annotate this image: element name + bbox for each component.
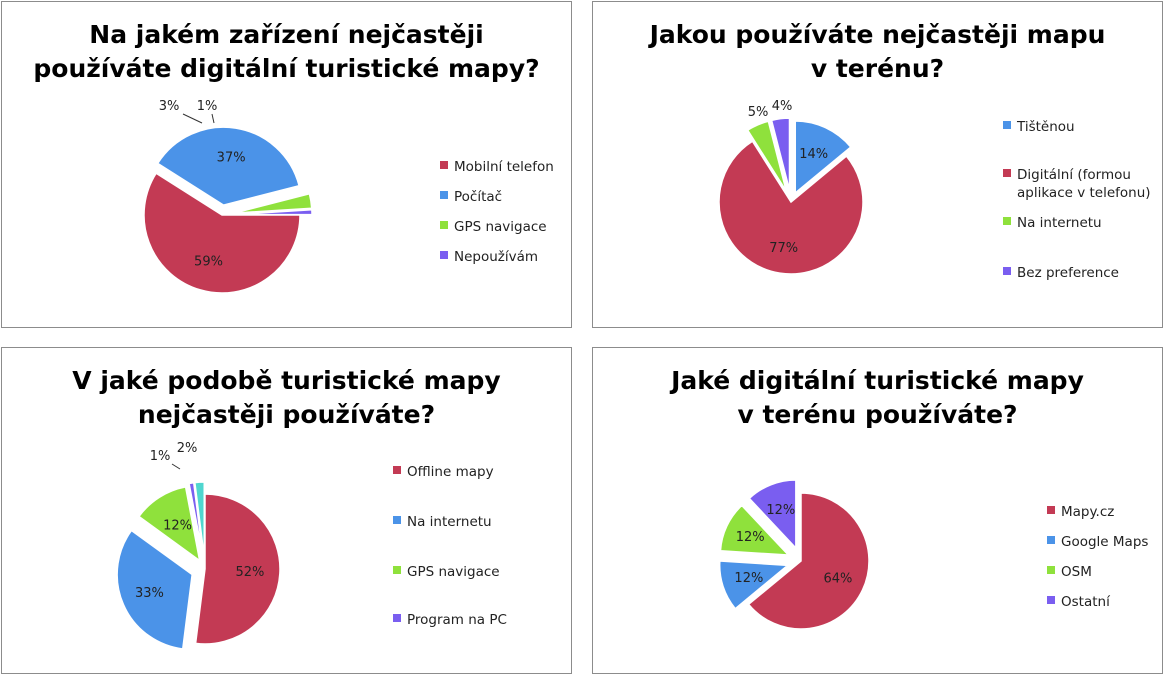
data-label: 12%: [766, 503, 795, 518]
legend-swatch: [1047, 566, 1055, 574]
legend-label-line: aplikace v telefonu): [1017, 185, 1151, 201]
data-label: 12%: [163, 519, 192, 534]
legend-label: Počítač: [454, 189, 503, 205]
legend-swatch: [1047, 536, 1055, 544]
leader-line: [171, 463, 181, 470]
pie-slice-ostatni: [748, 479, 797, 550]
pie-slice-osm: [719, 504, 791, 556]
chart-title-line-2: v terénu používáte?: [737, 400, 1018, 429]
legend-swatch: [393, 466, 401, 474]
pie-chart-form: 52% 33% 12% 1% 2%: [116, 441, 281, 650]
data-label: 14%: [799, 147, 828, 162]
pie-slice-offline-mapy: [194, 493, 281, 645]
legend-swatch: [393, 566, 401, 574]
pie-slice-2: [194, 481, 205, 558]
chart-title: Jaké digitální turistické mapy v terénu …: [593, 364, 1162, 432]
legend-label: Mobilní telefon: [454, 159, 554, 175]
leader-line: [211, 113, 215, 124]
pie-slice-mobilni-telefon: [143, 172, 301, 294]
data-label: 64%: [823, 571, 852, 586]
legend-swatch: [1003, 267, 1011, 275]
legend-swatch: [393, 516, 401, 524]
pie-chart-map-type: 14% 77% 5% 4%: [718, 99, 864, 275]
chart-title: Na jakém zařízení nejčastěji používáte d…: [2, 18, 571, 86]
data-label: 77%: [769, 241, 798, 256]
pie-slice-pocitac: [156, 126, 301, 206]
leader-line: [182, 113, 203, 124]
legend-label: Digitální (formou aplikace v telefonu): [1017, 166, 1151, 202]
legend-label: OSM: [1061, 564, 1092, 580]
legend-swatch: [440, 191, 448, 199]
legend-label: Bez preference: [1017, 265, 1119, 281]
legend-swatch: [440, 161, 448, 169]
chart-title-line-1: V jaké podobě turistické mapy: [72, 366, 501, 395]
chart-title-line-1: Na jakém zařízení nejčastěji: [89, 20, 484, 49]
pie-slice-nepouzivam: [233, 208, 313, 216]
pie-slice-mapy-cz: [747, 492, 870, 630]
chart-panel-form: V jaké podobě turistické mapy nejčastěji…: [1, 347, 572, 674]
legend-label: Google Maps: [1061, 534, 1149, 550]
legend-swatch: [1003, 217, 1011, 225]
legend-label: Ostatní: [1061, 594, 1110, 610]
pie-slice-tistenou: [794, 120, 852, 195]
legend-label: GPS navigace: [454, 219, 547, 235]
data-label: 52%: [235, 565, 264, 580]
pie-slice-na-internetu: [116, 529, 193, 650]
data-label: 4%: [772, 99, 793, 114]
pie-slice-google-maps: [718, 560, 790, 610]
data-label: 1%: [150, 449, 171, 464]
chart-title-line-2: používáte digitální turistické mapy?: [33, 54, 540, 83]
chart-title-line-1: Jakou používáte nejčastěji mapu: [649, 20, 1106, 49]
data-label: 5%: [748, 105, 769, 120]
data-label: 37%: [217, 150, 246, 165]
legend-label: GPS navigace: [407, 564, 500, 580]
legend-swatch: [1047, 506, 1055, 514]
pie-slice-program-na-pc: [188, 481, 204, 558]
legend-label: Na internetu: [1017, 215, 1102, 231]
pie-chart-apps: 64%12%12%12%: [718, 479, 870, 630]
chart-title-line-2: v terénu?: [810, 54, 945, 83]
pie-chart-device: 59% 37% 3% 1%: [143, 99, 313, 294]
legend-swatch: [1003, 169, 1011, 177]
data-label: 12%: [734, 571, 763, 586]
legend-label: Tištěnou: [1017, 119, 1075, 135]
legend-label: Nepoužívám: [454, 249, 539, 265]
legend-label-line: Digitální (formou: [1017, 167, 1131, 183]
legend-label: Offline mapy: [407, 464, 494, 480]
pie-slice-na-internetu: [746, 120, 787, 192]
chart-title: Jakou používáte nejčastěji mapu v terénu…: [593, 18, 1162, 86]
data-label: 59%: [194, 254, 223, 269]
chart-panel-device: Na jakém zařízení nejčastěji používáte d…: [1, 1, 572, 328]
legend-label: Program na PC: [407, 612, 507, 628]
data-label: 12%: [736, 530, 765, 545]
chart-panel-map-type: Jakou používáte nejčastěji mapu v terénu…: [592, 1, 1163, 328]
data-label: 1%: [197, 99, 218, 114]
pie-slice-bez-preference: [770, 117, 791, 191]
legend-label: Na internetu: [407, 514, 492, 530]
chart-title-line-2: nejčastěji používáte?: [137, 400, 436, 429]
legend-swatch: [393, 614, 401, 622]
legend-swatch: [1003, 121, 1011, 129]
data-label: 3%: [159, 99, 180, 114]
legend-swatch: [440, 221, 448, 229]
chart-title: V jaké podobě turistické mapy nejčastěji…: [2, 364, 571, 432]
legend-swatch: [1047, 596, 1055, 604]
data-label: 33%: [135, 586, 164, 601]
data-label: 2%: [177, 441, 198, 456]
pie-slice-digitalni-formou-aplikace-v-telefonu: [718, 140, 864, 275]
pie-slice-gps-navigace: [233, 192, 313, 214]
chart-title-line-1: Jaké digitální turistické mapy: [671, 366, 1084, 395]
legend-label: Mapy.cz: [1061, 504, 1115, 520]
chart-panel-apps: Jaké digitální turistické mapy v terénu …: [592, 347, 1163, 674]
legend-swatch: [440, 251, 448, 259]
pie-slice-gps-navigace: [137, 486, 201, 563]
